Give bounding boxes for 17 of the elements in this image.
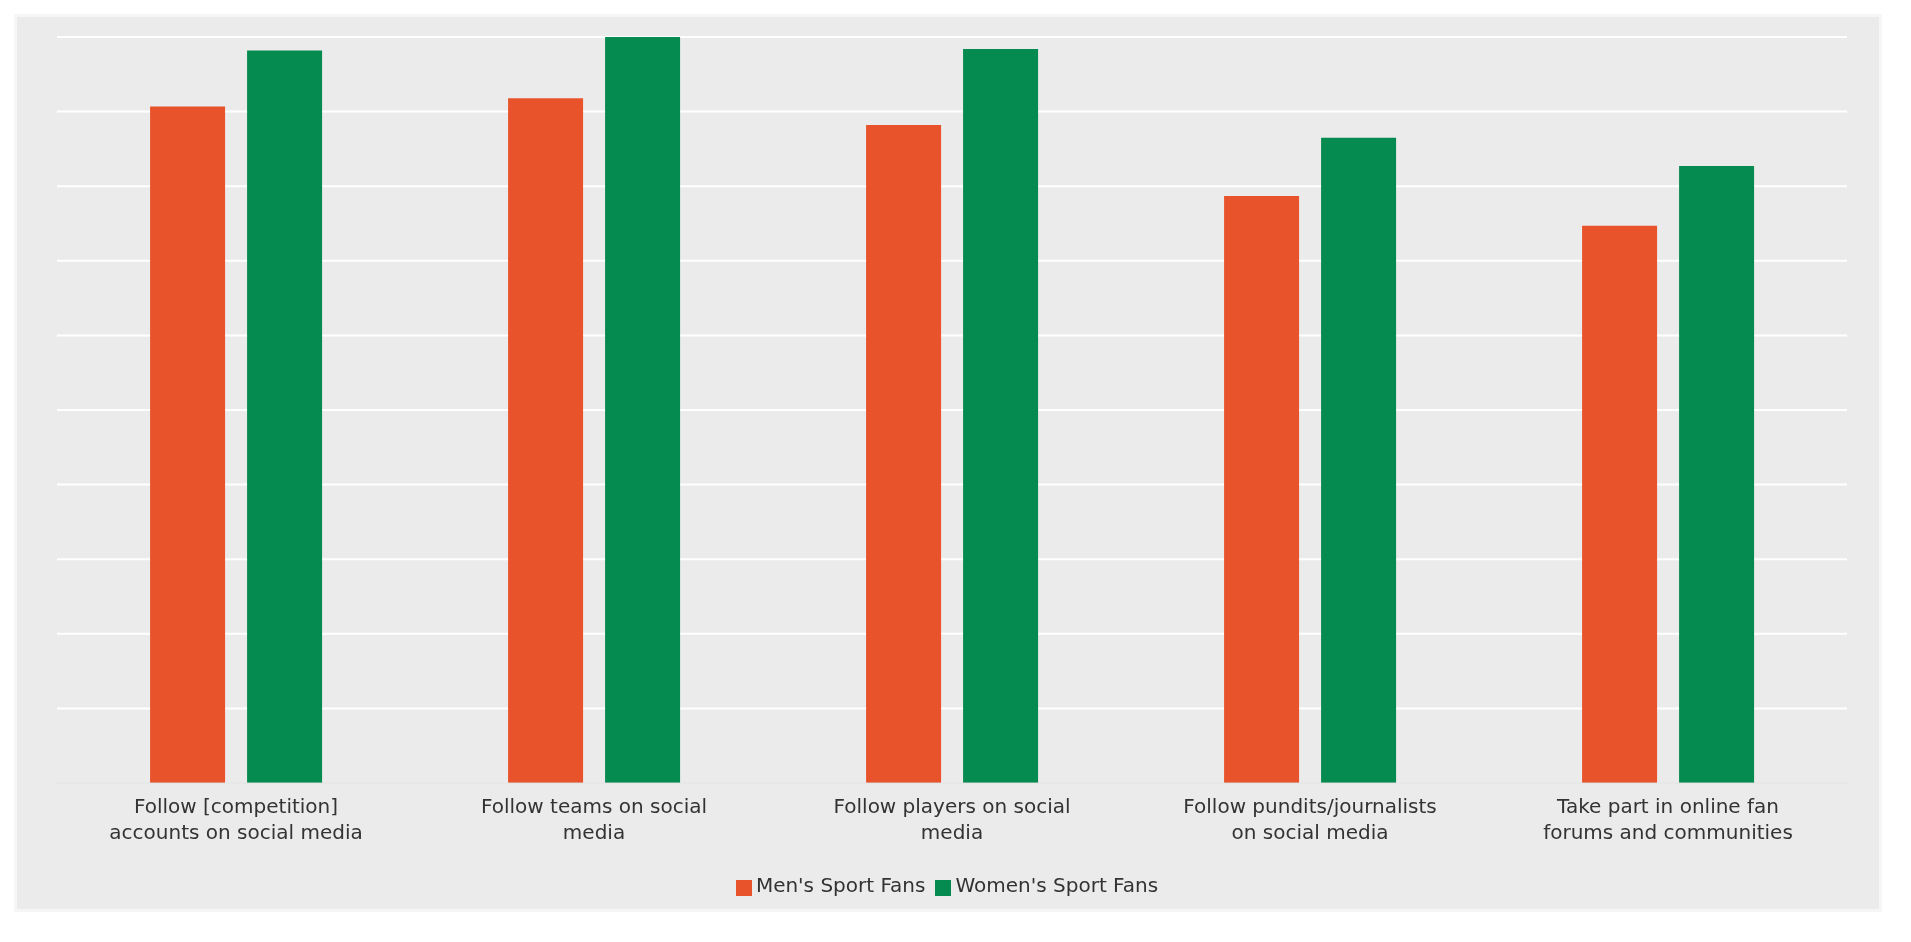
bar bbox=[247, 50, 323, 783]
x-tick-label: Follow [competition] accounts on social media bbox=[109, 794, 363, 844]
bar bbox=[1582, 225, 1658, 783]
bar bbox=[1224, 195, 1300, 783]
x-tick-label: Follow teams on social media bbox=[480, 794, 708, 844]
bar bbox=[866, 125, 942, 783]
bar bbox=[1679, 166, 1755, 783]
legend-label: Men's Sport Fans bbox=[755, 873, 926, 897]
x-tick-label: Follow players on social media bbox=[833, 794, 1071, 844]
bar bbox=[605, 37, 681, 783]
legend-label: Women's Sport Fans bbox=[955, 873, 1159, 897]
bar bbox=[1321, 137, 1397, 783]
bar bbox=[150, 106, 226, 783]
x-tick-label: Take part in online fan forums and communities bbox=[1543, 794, 1793, 844]
bar bbox=[963, 48, 1039, 783]
x-tick-label: Follow pundits/journalists on social media bbox=[1183, 794, 1437, 844]
bar bbox=[508, 98, 584, 783]
